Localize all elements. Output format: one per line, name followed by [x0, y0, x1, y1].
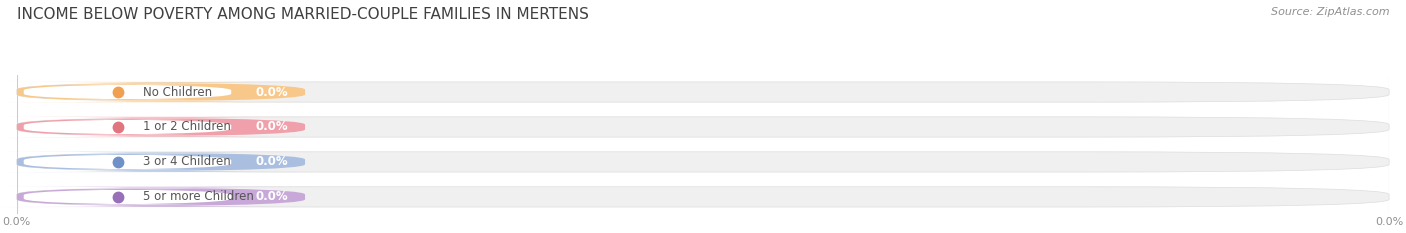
FancyBboxPatch shape [17, 117, 1389, 137]
FancyBboxPatch shape [0, 84, 280, 100]
Text: 3 or 4 Children: 3 or 4 Children [143, 155, 231, 168]
FancyBboxPatch shape [3, 187, 319, 207]
Text: INCOME BELOW POVERTY AMONG MARRIED-COUPLE FAMILIES IN MERTENS: INCOME BELOW POVERTY AMONG MARRIED-COUPL… [17, 7, 589, 22]
FancyBboxPatch shape [17, 82, 1389, 102]
FancyBboxPatch shape [0, 154, 280, 170]
FancyBboxPatch shape [3, 117, 319, 137]
FancyBboxPatch shape [0, 119, 280, 135]
FancyBboxPatch shape [0, 188, 280, 205]
Text: 0.0%: 0.0% [256, 86, 288, 99]
FancyBboxPatch shape [17, 152, 1389, 172]
FancyBboxPatch shape [3, 82, 319, 102]
Text: No Children: No Children [143, 86, 212, 99]
FancyBboxPatch shape [17, 187, 1389, 207]
Text: 5 or more Children: 5 or more Children [143, 190, 254, 203]
Text: Source: ZipAtlas.com: Source: ZipAtlas.com [1271, 7, 1389, 17]
FancyBboxPatch shape [3, 152, 319, 172]
Text: 0.0%: 0.0% [256, 120, 288, 134]
Text: 1 or 2 Children: 1 or 2 Children [143, 120, 231, 134]
Text: 0.0%: 0.0% [256, 190, 288, 203]
Text: 0.0%: 0.0% [256, 155, 288, 168]
